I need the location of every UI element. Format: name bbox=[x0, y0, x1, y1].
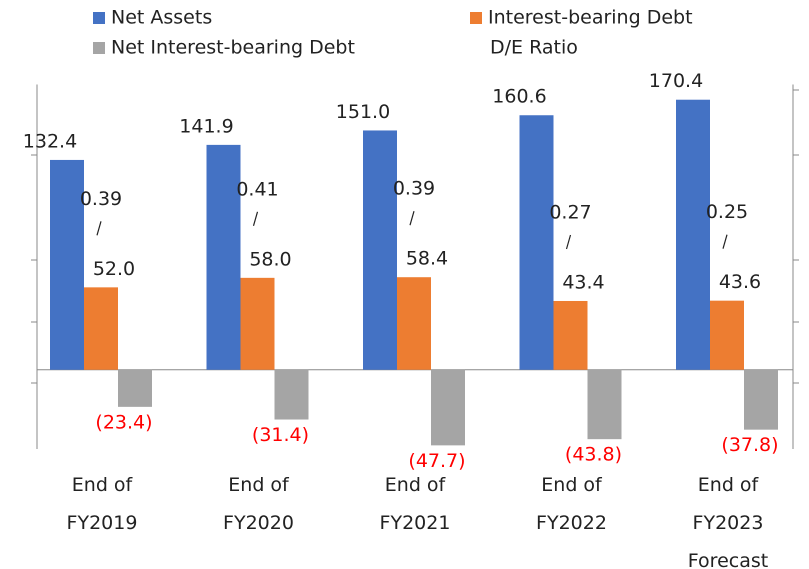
data-label: 141.9 bbox=[179, 115, 233, 137]
data-label: (31.4) bbox=[252, 424, 309, 446]
bar bbox=[118, 369, 152, 407]
data-label: 52.0 bbox=[93, 258, 135, 280]
legend-label: Net Assets bbox=[111, 7, 212, 29]
data-label: 0.25 bbox=[706, 201, 748, 223]
data-label: (37.8) bbox=[721, 434, 778, 456]
bar bbox=[397, 277, 431, 370]
label-leader bbox=[409, 211, 415, 226]
bar bbox=[710, 300, 744, 370]
bar bbox=[240, 277, 275, 370]
data-label: 0.27 bbox=[549, 201, 591, 223]
legend-label: Net Interest-bearing Debt bbox=[111, 37, 355, 59]
label-leader bbox=[565, 234, 572, 250]
x-tick-label: End of FY2019 bbox=[66, 474, 138, 534]
x-tick-label: End of FY2021 bbox=[379, 474, 451, 534]
data-label: 160.6 bbox=[492, 86, 546, 108]
bar bbox=[431, 369, 465, 446]
x-tick-label: End of FY2023 Forecast bbox=[687, 474, 769, 569]
label-leader bbox=[252, 211, 259, 227]
bar bbox=[50, 159, 84, 370]
data-label: (47.7) bbox=[408, 450, 465, 472]
legend-swatch bbox=[470, 12, 482, 24]
data-label: 0.41 bbox=[236, 178, 278, 200]
bar bbox=[274, 369, 309, 420]
data-label: (23.4) bbox=[95, 411, 152, 433]
data-label: 132.4 bbox=[23, 130, 77, 152]
data-label: 170.4 bbox=[649, 70, 703, 92]
legend-label: Interest-bearing Debt bbox=[488, 7, 693, 29]
legend-swatch bbox=[93, 42, 105, 54]
bar bbox=[744, 369, 778, 430]
bar bbox=[84, 287, 118, 370]
x-tick-label: End of FY2020 bbox=[223, 474, 294, 534]
data-label: 43.6 bbox=[719, 271, 761, 293]
data-label: 151.0 bbox=[336, 101, 390, 123]
data-label: 0.39 bbox=[393, 178, 435, 200]
bar bbox=[553, 300, 588, 370]
legend-label: D/E Ratio bbox=[490, 37, 578, 59]
bar bbox=[587, 369, 622, 440]
label-leader bbox=[96, 221, 102, 236]
bar bbox=[519, 115, 554, 370]
label-leader bbox=[722, 234, 728, 249]
x-tick-label: End of FY2022 bbox=[536, 474, 607, 534]
bar bbox=[206, 144, 241, 370]
bar bbox=[363, 130, 397, 370]
data-label: 0.39 bbox=[80, 188, 122, 210]
data-label: 58.0 bbox=[249, 248, 291, 270]
data-label: (43.8) bbox=[565, 444, 622, 466]
bar bbox=[676, 99, 710, 370]
data-label: 58.4 bbox=[406, 248, 448, 270]
legend-swatch bbox=[93, 12, 105, 24]
data-label: 43.4 bbox=[562, 271, 604, 293]
